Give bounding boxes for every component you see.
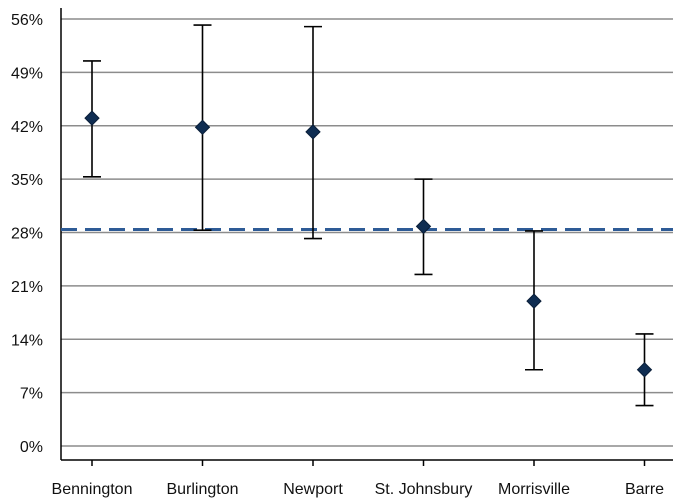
- data-point: [415, 218, 432, 235]
- y-tick-label: 42%: [11, 119, 43, 136]
- y-tick-label: 7%: [20, 386, 43, 403]
- y-tick-labels: 0% 7% 14% 21% 28% 35% 42% 49% 56%: [11, 12, 43, 456]
- gridlines: [61, 18, 673, 447]
- data-point: [636, 362, 653, 378]
- y-tick-label: 28%: [11, 226, 43, 243]
- x-tick-label: Barre: [625, 481, 664, 498]
- x-tick-label: Bennington: [52, 481, 133, 498]
- y-tick-label: 49%: [11, 65, 43, 82]
- axes: [60, 8, 673, 466]
- y-tick-label: 0%: [20, 439, 43, 456]
- x-tick-label: St. Johnsbury: [375, 481, 473, 498]
- x-tick-label: Burlington: [166, 481, 238, 498]
- data-point: [526, 293, 542, 309]
- y-tick-label: 56%: [11, 12, 43, 29]
- y-tick-label: 35%: [11, 172, 43, 189]
- x-tick-label: Morrisville: [498, 481, 570, 498]
- x-tick-labels: Bennington Burlington Newport St. Johnsbury…: [52, 481, 665, 498]
- data-point: [84, 110, 100, 126]
- y-tick-label: 21%: [11, 279, 43, 296]
- y-tick-label: 14%: [11, 332, 43, 349]
- error-bars: [83, 24, 654, 407]
- data-point: [305, 124, 321, 140]
- data-points: [84, 110, 653, 378]
- x-tick-label: Newport: [283, 481, 343, 498]
- data-point: [194, 119, 211, 135]
